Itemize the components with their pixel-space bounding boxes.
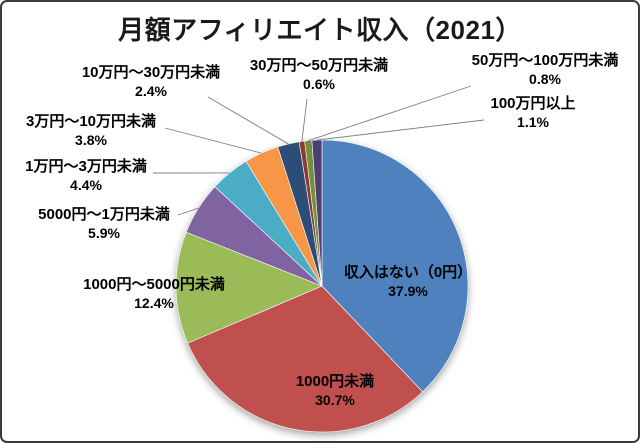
label-connector-line [308, 85, 472, 142]
label-connector-line [207, 96, 289, 145]
pie-slice [175, 231, 323, 344]
pie-slice [311, 139, 323, 287]
chart-title: 月額アフィリエイト収入（2021） [118, 15, 522, 45]
label-connector-line [301, 98, 308, 142]
pie-slice [321, 139, 469, 393]
label-connector-line [316, 119, 485, 141]
pie-slice [187, 285, 424, 433]
label-connector-line [177, 207, 199, 216]
label-connector-line [164, 127, 262, 154]
